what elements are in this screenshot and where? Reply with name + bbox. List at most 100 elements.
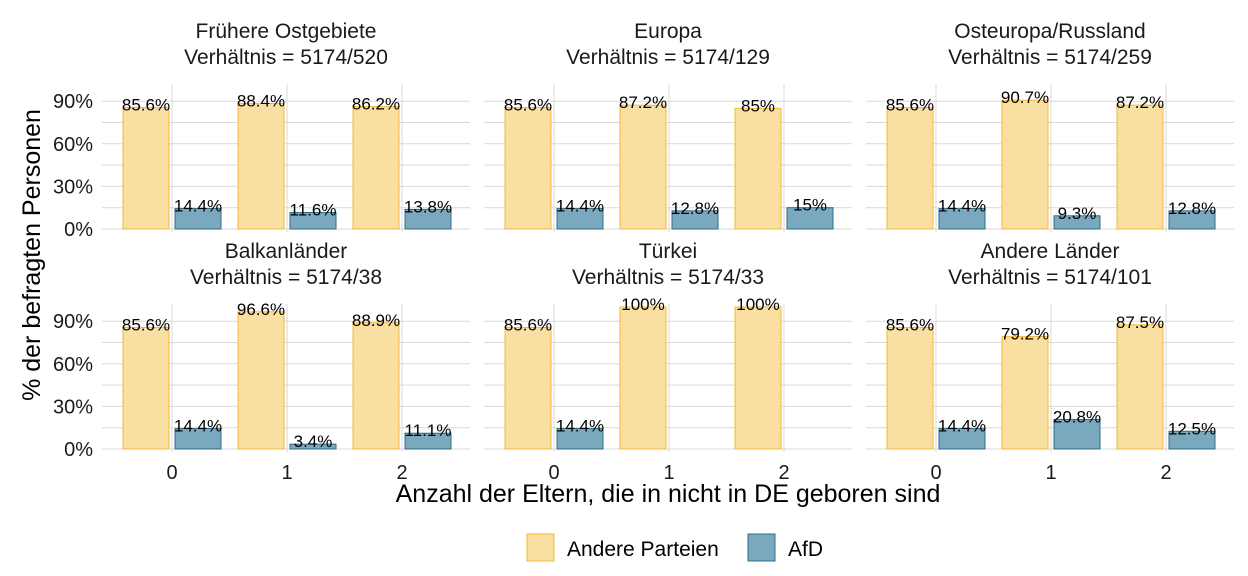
data-label: 14.4% <box>938 197 986 216</box>
data-label: 100% <box>621 295 664 314</box>
y-tick-label: 0% <box>64 219 93 241</box>
legend-label: Andere Parteien <box>567 538 719 561</box>
bar-andere-parteien <box>886 106 934 230</box>
facet-title: Andere Länder <box>981 240 1120 263</box>
facet-panels: Frühere Ostgebiete Verhältnis = 5174/520 8… <box>102 20 1234 452</box>
facet-title: Europa <box>634 20 702 43</box>
data-label: 11.6% <box>290 201 337 220</box>
facet-andere-laender: Andere Länder Verhältnis = 5174/101 85.6% 7… <box>866 240 1234 452</box>
bar-andere-parteien <box>1001 99 1049 230</box>
bar-andere-parteien <box>504 106 552 230</box>
data-label: 3.4% <box>294 432 333 451</box>
bar-afd <box>1053 418 1101 450</box>
bar-afd <box>556 428 604 450</box>
y-tick-label: 60% <box>53 354 93 376</box>
x-tick-label: 2 <box>1160 462 1171 484</box>
data-label: 12.8% <box>1168 199 1216 218</box>
bar-afd <box>786 207 834 230</box>
facet-title: Osteuropa/Russland <box>954 20 1145 43</box>
data-label: 14.4% <box>556 197 604 216</box>
facet-tuerkei: Türkei Verhältnis = 5174/33 85.6% 100% 100% 1… <box>484 240 852 452</box>
bar-afd <box>1168 210 1216 230</box>
data-label: 12.5% <box>1168 419 1216 438</box>
data-label: 87.5% <box>1116 313 1164 332</box>
data-label: 79.2% <box>1001 325 1049 344</box>
facet-title: Frühere Ostgebiete <box>196 20 377 43</box>
data-label: 100% <box>736 295 779 314</box>
data-label: 13.8% <box>404 197 452 216</box>
bar-andere-parteien <box>734 306 782 450</box>
x-tick-label: 0 <box>166 462 177 484</box>
x-axis-title: Anzahl der Eltern, die in nicht in DE ge… <box>396 480 941 508</box>
bar-afd <box>671 210 719 230</box>
bar-andere-parteien <box>352 106 400 230</box>
bar-andere-parteien <box>504 326 552 450</box>
x-axes: 0 1 2 0 1 2 0 1 2 <box>166 462 1171 484</box>
data-label: 85.6% <box>886 95 934 114</box>
bar-afd <box>404 432 452 450</box>
data-label: 14.4% <box>174 197 222 216</box>
x-tick-label: 2 <box>778 462 789 484</box>
facet-fruehere-ostgebiete: Frühere Ostgebiete Verhältnis = 5174/520 8… <box>102 20 470 232</box>
data-label: 88.9% <box>352 311 400 330</box>
bar-andere-parteien <box>1001 336 1049 450</box>
data-label: 85.6% <box>886 315 934 334</box>
bar-afd <box>938 208 986 230</box>
data-label: 9.3% <box>1058 204 1097 223</box>
facet-europa: Europa Verhältnis = 5174/129 85.6% 87.2% 85%… <box>484 20 852 232</box>
facet-subtitle: Verhältnis = 5174/129 <box>566 46 770 69</box>
bar-andere-parteien <box>352 322 400 450</box>
x-tick-label: 0 <box>930 462 941 484</box>
legend-item-andere-parteien: Andere Parteien <box>526 533 719 562</box>
data-label: 85.6% <box>504 315 552 334</box>
bar-afd <box>174 428 222 450</box>
bar-afd <box>1168 430 1216 450</box>
legend-item-afd: AfD <box>747 533 823 562</box>
data-label: 11.1% <box>405 421 452 440</box>
data-label: 20.8% <box>1053 407 1101 426</box>
bar-afd <box>1053 215 1101 230</box>
legend-label: AfD <box>788 538 823 561</box>
y-axes: 0% 30% 60% 90% 0% 30% 60% 90% <box>53 91 93 461</box>
bar-afd <box>938 428 986 450</box>
y-tick-label: 60% <box>53 134 93 156</box>
data-label: 14.4% <box>174 417 222 436</box>
x-tick-label: 1 <box>1045 462 1056 484</box>
bar-andere-parteien <box>237 311 285 450</box>
data-label: 86.2% <box>352 95 400 114</box>
y-axis-title: % der befragten Personen <box>18 109 46 401</box>
facet-title: Balkanländer <box>225 240 348 263</box>
data-label: 96.6% <box>237 300 285 319</box>
bar-andere-parteien <box>886 326 934 450</box>
legend: Andere Parteien AfD <box>526 533 823 562</box>
facet-subtitle: Verhältnis = 5174/520 <box>184 46 388 69</box>
data-label: 85% <box>741 96 775 115</box>
data-label: 85.6% <box>122 95 170 114</box>
data-label: 85.6% <box>504 95 552 114</box>
y-tick-label: 30% <box>53 396 93 418</box>
bar-andere-parteien <box>619 104 667 230</box>
facet-balkanlaender: Balkanländer Verhältnis = 5174/38 85.6% 96.… <box>102 240 470 452</box>
bar-andere-parteien <box>237 102 285 230</box>
bar-andere-parteien <box>734 107 782 230</box>
y-tick-label: 90% <box>53 311 93 333</box>
bar-afd <box>174 208 222 230</box>
bar-afd <box>556 208 604 230</box>
data-label: 15% <box>793 196 827 215</box>
facet-title: Türkei <box>639 240 697 263</box>
data-label: 12.8% <box>671 199 719 218</box>
data-label: 85.6% <box>122 315 170 334</box>
x-tick-label: 2 <box>396 462 407 484</box>
bar-andere-parteien <box>1116 104 1164 230</box>
y-tick-label: 90% <box>53 91 93 113</box>
facet-subtitle: Verhältnis = 5174/259 <box>948 46 1152 69</box>
x-tick-label: 1 <box>663 462 674 484</box>
data-label: 14.4% <box>938 417 986 436</box>
facet-subtitle: Verhältnis = 5174/38 <box>190 266 382 289</box>
y-tick-label: 30% <box>53 176 93 198</box>
bar-andere-parteien <box>1116 324 1164 450</box>
bar-afd <box>404 208 452 230</box>
bar-afd <box>289 212 337 230</box>
bar-andere-parteien <box>122 326 170 450</box>
